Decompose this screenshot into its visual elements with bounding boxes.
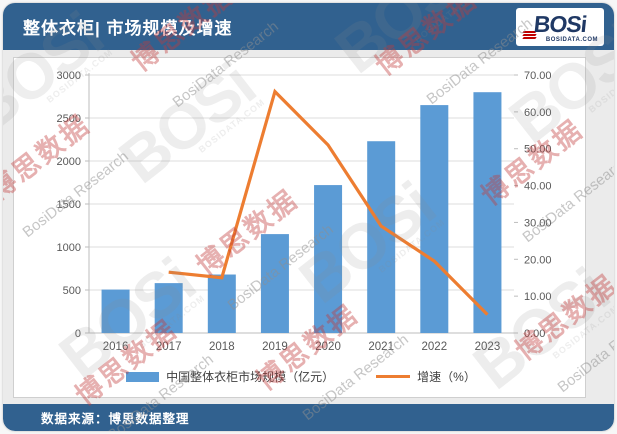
footer-bar: 数据来源：博思数据整理	[3, 404, 614, 431]
logo-text: BOSi	[532, 10, 588, 37]
header-bar: 整体衣柜| 市场规模及增速 BOSi BOSIDATA.COM	[3, 3, 614, 50]
svg-text:3000: 3000	[57, 70, 81, 82]
chart-panel: 0 500 1000 1500 2000 2500 3000 0.00 10.00 20.00 30…	[13, 57, 586, 398]
bosi-logo: BOSi BOSIDATA.COM	[516, 7, 604, 46]
svg-text:2000: 2000	[57, 156, 81, 168]
svg-text:2022: 2022	[422, 341, 448, 353]
svg-text:0: 0	[75, 328, 81, 340]
svg-text:2500: 2500	[57, 113, 81, 125]
legend-item-growth: 增速（%）	[376, 368, 476, 385]
bar-series-swatch-icon	[126, 371, 160, 382]
svg-text:1500: 1500	[57, 199, 81, 211]
svg-text:2020: 2020	[315, 341, 341, 353]
svg-text:40.00: 40.00	[524, 181, 552, 193]
svg-text:50.00: 50.00	[524, 144, 552, 156]
line-series-swatch-icon	[376, 375, 411, 378]
report-card: 整体衣柜| 市场规模及增速 BOSi BOSIDATA.COM 0 500 1000…	[3, 3, 614, 431]
body-area: 0 500 1000 1500 2000 2500 3000 0.00 10.00 20.00 30…	[3, 50, 614, 404]
svg-text:500: 500	[63, 285, 81, 297]
chart-legend: 中国整体衣柜市场规模（亿元） 增速（%）	[17, 368, 585, 385]
svg-text:70.00: 70.00	[524, 70, 552, 82]
svg-text:60.00: 60.00	[524, 107, 552, 119]
market-size-growth-chart: 0 500 1000 1500 2000 2500 3000 0.00 10.00 20.00 30…	[57, 70, 552, 353]
svg-text:2023: 2023	[475, 341, 501, 353]
legend-label-growth: 增速（%）	[417, 370, 476, 384]
legend-item-market-size: 中国整体衣柜市场规模（亿元）	[126, 368, 334, 385]
svg-text:10.00: 10.00	[524, 291, 552, 303]
svg-text:1000: 1000	[57, 242, 81, 254]
svg-text:20.00: 20.00	[524, 254, 552, 266]
page-title: 整体衣柜| 市场规模及增速	[23, 19, 233, 38]
svg-text:2019: 2019	[262, 341, 288, 353]
svg-text:2021: 2021	[368, 341, 394, 353]
legend-label-market-size: 中国整体衣柜市场规模（亿元）	[166, 370, 335, 384]
svg-text:2016: 2016	[103, 341, 129, 353]
svg-text:2017: 2017	[156, 341, 182, 353]
logo-subtext: BOSIDATA.COM	[545, 36, 598, 43]
data-source-label: 数据来源：博思数据整理	[41, 412, 190, 426]
svg-text:30.00: 30.00	[524, 217, 552, 229]
svg-text:2018: 2018	[209, 341, 235, 353]
svg-text:0.00: 0.00	[524, 328, 545, 340]
